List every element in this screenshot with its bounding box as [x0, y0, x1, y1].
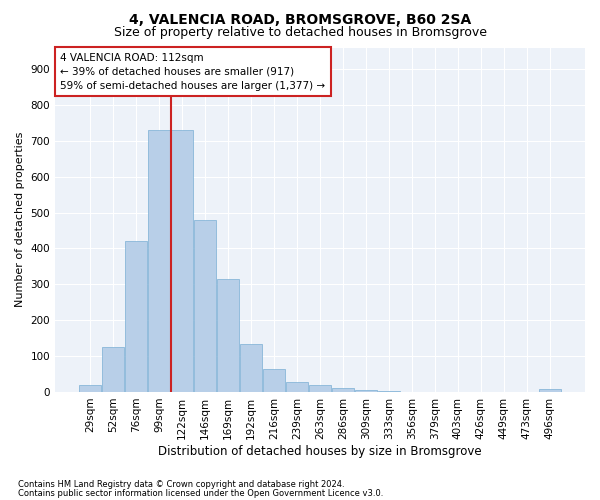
- X-axis label: Distribution of detached houses by size in Bromsgrove: Distribution of detached houses by size …: [158, 444, 482, 458]
- Bar: [332, 388, 354, 392]
- Bar: [355, 390, 377, 392]
- Text: 4, VALENCIA ROAD, BROMSGROVE, B60 2SA: 4, VALENCIA ROAD, BROMSGROVE, B60 2SA: [129, 12, 471, 26]
- Bar: [102, 347, 124, 392]
- Bar: [79, 385, 101, 392]
- Bar: [148, 130, 170, 392]
- Text: Contains public sector information licensed under the Open Government Licence v3: Contains public sector information licen…: [18, 489, 383, 498]
- Y-axis label: Number of detached properties: Number of detached properties: [15, 132, 25, 308]
- Bar: [125, 242, 148, 392]
- Bar: [194, 220, 216, 392]
- Bar: [286, 382, 308, 392]
- Text: 4 VALENCIA ROAD: 112sqm
← 39% of detached houses are smaller (917)
59% of semi-d: 4 VALENCIA ROAD: 112sqm ← 39% of detache…: [61, 52, 325, 90]
- Bar: [378, 391, 400, 392]
- Bar: [240, 344, 262, 392]
- Text: Contains HM Land Registry data © Crown copyright and database right 2024.: Contains HM Land Registry data © Crown c…: [18, 480, 344, 489]
- Bar: [171, 130, 193, 392]
- Bar: [309, 386, 331, 392]
- Text: Size of property relative to detached houses in Bromsgrove: Size of property relative to detached ho…: [113, 26, 487, 39]
- Bar: [217, 279, 239, 392]
- Bar: [539, 389, 561, 392]
- Bar: [263, 368, 285, 392]
